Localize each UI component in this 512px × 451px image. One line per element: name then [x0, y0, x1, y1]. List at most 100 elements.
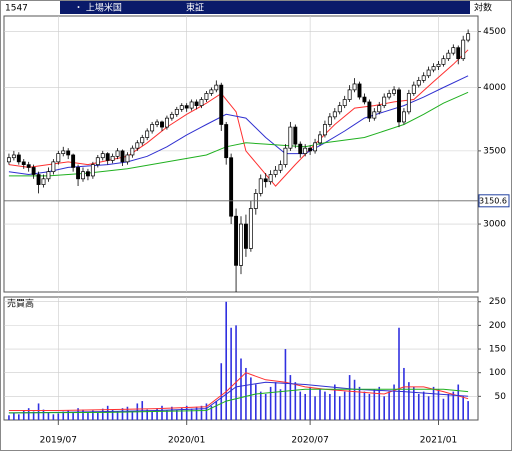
candle-body [367, 101, 372, 119]
candle-body [352, 83, 357, 91]
candle-body [224, 124, 229, 159]
candle-body [194, 101, 199, 106]
candle-body [337, 105, 342, 113]
code: 1547 [5, 4, 28, 14]
candle-body [169, 113, 174, 119]
y-tick-label: 4000 [483, 83, 506, 93]
market: 東証 [186, 2, 204, 14]
candle-body [387, 93, 392, 98]
candle-body [377, 105, 382, 113]
candle-body [184, 105, 189, 109]
candle-body [189, 101, 194, 109]
volume-label: 売買高 [7, 298, 34, 310]
candle-body [426, 69, 431, 77]
candle-body [327, 116, 332, 125]
candle-body [6, 157, 11, 163]
candle-body [466, 33, 471, 41]
x-tick-label: 2020/01 [168, 436, 205, 446]
candle-body [51, 161, 56, 173]
candle-body [56, 153, 61, 163]
candle-body [214, 84, 219, 91]
candle-body [145, 130, 150, 138]
header-bar [60, 1, 470, 14]
moving-average [8, 49, 469, 187]
candle-body [46, 171, 51, 180]
name: ・ 上場米国 [74, 2, 122, 14]
moving-average [8, 372, 469, 411]
candle-body [135, 142, 140, 149]
candle-body [31, 167, 36, 175]
candle-body [313, 142, 318, 152]
candle-body [436, 63, 441, 67]
candle-body [446, 52, 451, 60]
candle-body [36, 174, 41, 185]
candle-body [416, 80, 421, 86]
candle-body [105, 153, 110, 161]
candle-body [451, 47, 456, 54]
candle-body [268, 174, 273, 183]
candle-body [308, 147, 313, 152]
candle-body [263, 178, 268, 183]
candle-body [283, 147, 288, 165]
candle-body [431, 66, 436, 71]
candle-body [16, 154, 21, 163]
candle-body [362, 96, 367, 103]
candle-body [21, 161, 26, 165]
candle-body [273, 169, 278, 175]
candle-body [229, 157, 234, 217]
last-price-label: 3150.6 [479, 196, 507, 205]
y-tick-label: 4500 [483, 27, 506, 37]
candle-body [155, 121, 160, 125]
candle-body [110, 155, 115, 161]
candle-body [288, 126, 293, 149]
y-tick-label: 3500 [483, 146, 506, 156]
candle-body [303, 147, 308, 154]
candle-body [248, 208, 253, 249]
last-price-box [478, 194, 510, 208]
candle-body [81, 171, 85, 180]
candle-body [61, 150, 66, 154]
moving-average [8, 388, 469, 414]
candle-body [392, 89, 397, 94]
candle-body [243, 223, 248, 249]
candle-body [406, 93, 411, 113]
candle-body [382, 96, 387, 106]
y-tick-label: 200 [489, 321, 506, 331]
candle-body [258, 178, 263, 194]
candle-body [85, 171, 90, 177]
x-tick-label: 2021/01 [420, 436, 457, 446]
candle-body [347, 89, 352, 100]
candle-body [239, 223, 243, 266]
candle-body [140, 137, 145, 144]
candle-body [411, 84, 416, 94]
candle-body [179, 105, 184, 110]
candle-body [456, 47, 461, 60]
candle-body [219, 84, 224, 125]
scale: 対数 [474, 2, 492, 14]
candle-body [11, 154, 16, 159]
candle-body [357, 83, 362, 98]
moving-average [8, 381, 469, 414]
candle-body [234, 215, 239, 266]
candle-body [120, 150, 125, 163]
candle-body [90, 164, 95, 177]
moving-average [8, 75, 469, 176]
candle-body [150, 124, 155, 132]
candle-body [125, 154, 130, 163]
candle-body [318, 134, 322, 144]
candle-body [130, 147, 135, 156]
candle-body [204, 93, 209, 100]
candle-body [322, 124, 327, 136]
candle-body [401, 111, 406, 123]
y-tick-label: 150 [489, 345, 506, 355]
candle-body [209, 89, 214, 94]
candle-body [71, 154, 76, 168]
candle-body [76, 167, 81, 180]
x-tick-label: 2019/07 [40, 436, 77, 446]
candle-body [372, 111, 377, 119]
candle-body [332, 111, 337, 118]
y-tick-label: 100 [489, 368, 506, 378]
candle-body [342, 99, 347, 106]
